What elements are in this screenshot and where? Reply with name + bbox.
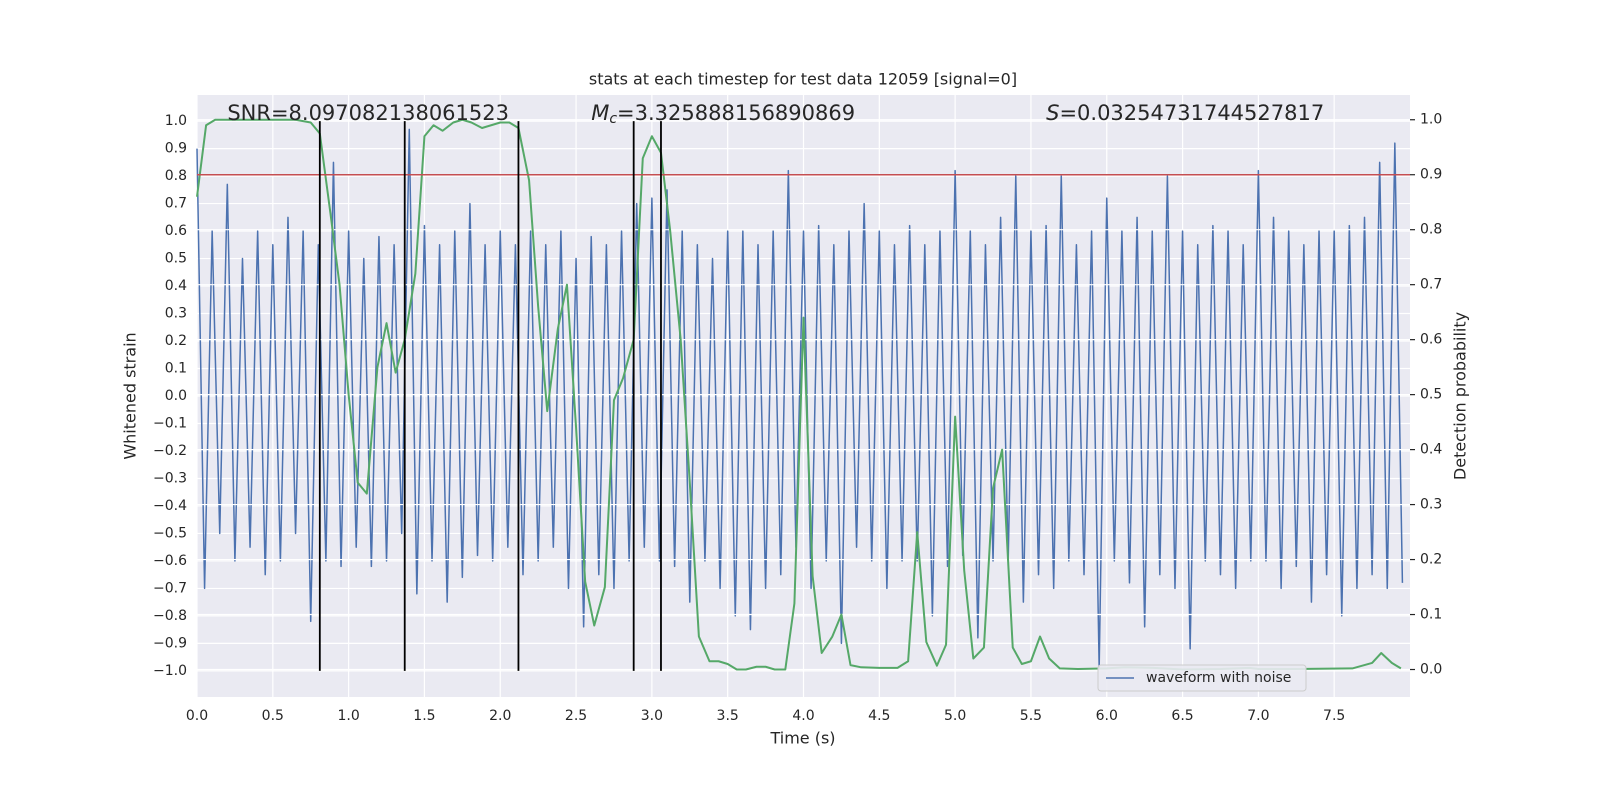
x-tick-label: 2.5 [565, 708, 587, 724]
y2-tick-label: 0.0 [1420, 662, 1442, 678]
y2-tick-label: 0.9 [1420, 167, 1442, 183]
annotation: S=0.03254731744527817 [1046, 101, 1324, 125]
x-tick-label: 1.5 [413, 708, 435, 724]
y2-tick-label: 0.6 [1420, 332, 1442, 348]
y-tick-label: −0.5 [153, 525, 187, 541]
series-line [196, 128, 1404, 669]
y-tick-label: 0.5 [165, 251, 187, 267]
annotation-part: =0.03254731744527817 [1059, 101, 1324, 125]
series-line [196, 118, 1402, 671]
y-tick-label: −0.6 [153, 553, 187, 569]
y2-tick-label: 0.7 [1420, 277, 1442, 293]
y-tick-label: 0.7 [165, 196, 187, 212]
y-tick-label: 0.9 [165, 141, 187, 157]
x-tick-label: 0.0 [186, 708, 208, 724]
x-tick-label: 2.0 [489, 708, 511, 724]
x-tick-label: 4.5 [868, 708, 890, 724]
y-tick-label: −0.3 [153, 470, 187, 486]
y2-tick-label: 0.3 [1420, 497, 1442, 513]
front-layer [196, 118, 1410, 671]
y2-tick-label: 0.1 [1420, 607, 1442, 623]
y-tick-label: 0.3 [165, 306, 187, 322]
y2-tick-label: 0.2 [1420, 552, 1442, 568]
annotation-part: S [1046, 101, 1059, 125]
legend-label: waveform with noise [1146, 670, 1291, 686]
annotation-part: =3.325888156890869 [617, 101, 855, 125]
x-tick-label: 0.5 [262, 708, 284, 724]
y-tick-label: −0.7 [153, 580, 187, 596]
x-tick-label: 3.0 [641, 708, 663, 724]
y-tick-label: −0.8 [153, 608, 187, 624]
x-tick-label: 7.5 [1323, 708, 1345, 724]
annotation: SNR=8.097082138061523 [227, 101, 509, 125]
x-tick-label: 6.0 [1096, 708, 1118, 724]
y-tick-label: 1.0 [165, 113, 187, 129]
x-tick-label: 7.0 [1247, 708, 1269, 724]
x-tick-label: 5.5 [1020, 708, 1042, 724]
y2-tick-label: 0.8 [1420, 222, 1442, 238]
back-layer [196, 95, 1410, 697]
y-axis-label: Whitened strain [121, 332, 140, 459]
annotation: Mc=3.325888156890869 [591, 101, 855, 127]
x-tick-label: 4.0 [792, 708, 814, 724]
y-tick-label: −1.0 [153, 663, 187, 679]
y2-tick-label: 0.4 [1420, 442, 1442, 458]
x-tick-label: 3.5 [717, 708, 739, 724]
annotation-part: M [591, 101, 609, 125]
y-tick-label: 0.4 [165, 278, 187, 294]
x-tick-label: 5.0 [944, 708, 966, 724]
y-tick-label: 0.6 [165, 223, 187, 239]
annotation-part: SNR=8.097082138061523 [227, 101, 509, 125]
x-axis-label: Time (s) [769, 729, 835, 748]
y2-tick-label: 0.5 [1420, 387, 1442, 403]
y-tick-label: −0.4 [153, 498, 187, 514]
y-tick-label: 0.1 [165, 361, 187, 377]
y2-axis-label: Detection probability [1451, 312, 1470, 480]
y-tick-label: 0.2 [165, 333, 187, 349]
y2-tick-label: 1.0 [1420, 112, 1442, 128]
y-tick-label: −0.9 [153, 635, 187, 651]
legend-box [1097, 664, 1307, 692]
y-tick-label: 0.8 [165, 168, 187, 184]
y-tick-label: −0.2 [153, 443, 187, 459]
y-tick-label: −0.1 [153, 415, 187, 431]
y-tick-label: 0.0 [165, 388, 187, 404]
x-tick-label: 6.5 [1171, 708, 1193, 724]
chart-title: stats at each timestep for test data 120… [589, 70, 1017, 89]
x-tick-label: 1.0 [337, 708, 359, 724]
annotation-part: c [609, 111, 617, 127]
